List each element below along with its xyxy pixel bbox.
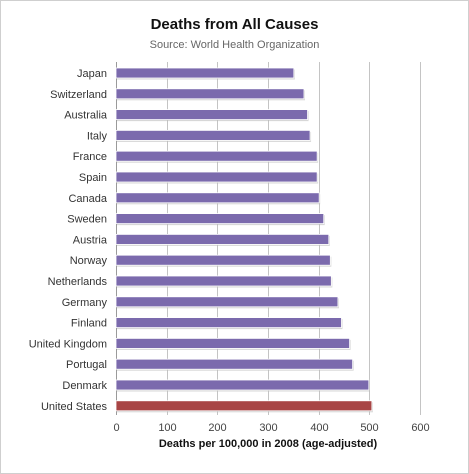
category-labels: Japan Switzerland Australia Italy France Spai… [29,68,108,413]
chart-title: Deaths from All Causes [150,16,319,33]
bar-italy [115,129,311,141]
x-tick-label: 500 [360,422,378,434]
bar-australia [115,109,308,120]
x-tick-labels: 0 100 200 300 400 500 600 [113,422,429,434]
bar-germany [115,296,339,308]
category-label: Denmark [62,380,107,392]
bar-norway [115,254,331,266]
x-tick-label: 200 [208,422,226,434]
bar-france [115,150,318,162]
category-label: Portugal [66,359,107,371]
category-label: Australia [64,110,108,122]
category-label: France [73,151,107,163]
bar-spain [115,171,318,183]
bar-portugal [115,358,354,370]
bar-denmark [115,379,370,391]
x-tick-label: 300 [259,422,277,434]
category-label: United States [41,401,108,413]
bar-austria [115,233,330,245]
category-label: Italy [87,130,108,142]
category-label: Finland [71,318,107,330]
category-label: Sweden [67,214,107,226]
x-tick-label: 0 [113,422,119,434]
bar-finland [115,317,342,329]
category-label: Japan [77,68,107,80]
bars [115,67,373,413]
bar-netherlands [115,275,332,287]
category-label: Switzerland [50,89,107,101]
bar-united-kingdom [115,337,350,349]
category-label: Austria [73,234,108,246]
category-label: United Kingdom [29,338,107,350]
bar-sweden [115,213,325,225]
x-tick-label: 100 [158,422,176,434]
bar-switzerland [115,88,305,100]
bar-united-states [115,400,373,412]
chart-subtitle: Source: World Health Organization [149,39,320,51]
bar-japan [115,67,295,79]
x-tick-label: 600 [411,422,429,434]
bar-canada [115,192,320,204]
x-tick-label: 400 [310,422,328,434]
category-label: Canada [68,193,107,205]
category-label: Germany [62,297,108,309]
category-label: Norway [70,255,108,267]
x-axis-label: Deaths per 100,000 in 2008 (age-adjusted… [159,438,378,450]
category-label: Netherlands [48,276,108,288]
category-label: Spain [79,172,107,184]
